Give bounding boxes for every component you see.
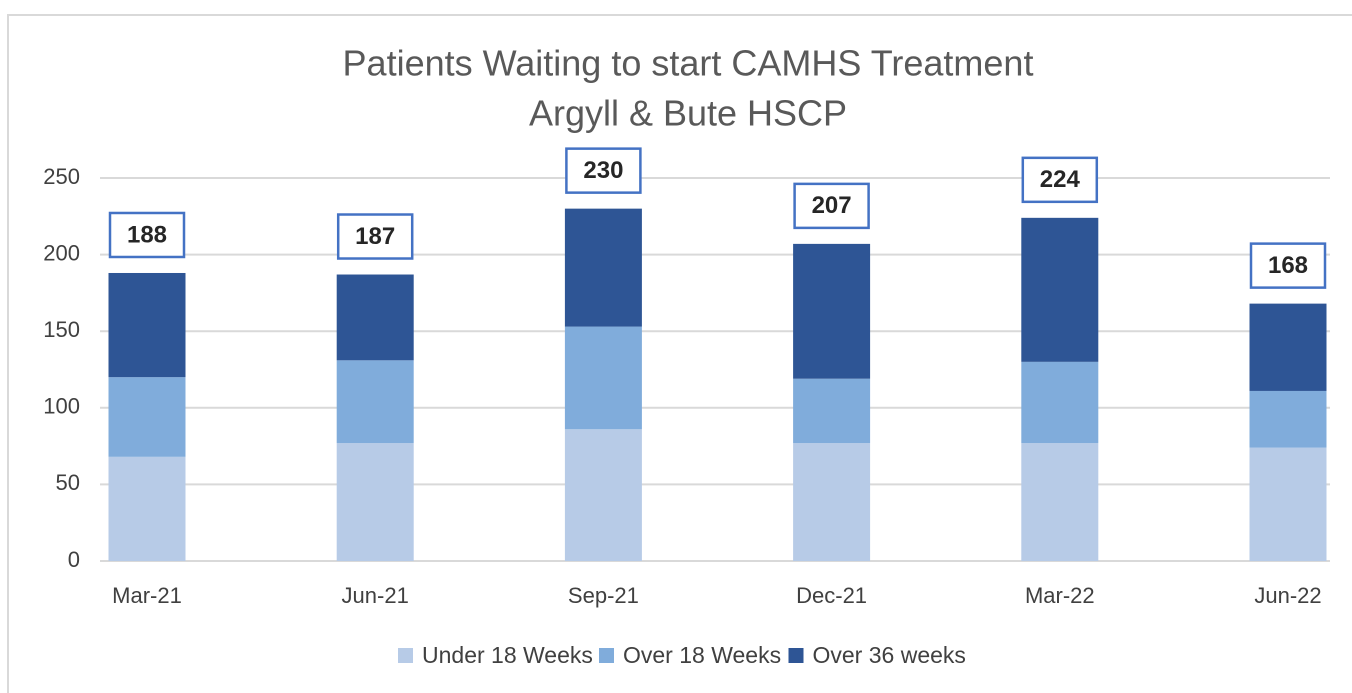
total-label: 188 xyxy=(127,221,167,248)
legend-label: Over 36 weeks xyxy=(813,642,966,668)
bar-segment xyxy=(1249,303,1327,391)
chart-border xyxy=(7,14,1352,693)
chart-subtitle: Argyll & Bute HSCP xyxy=(529,93,847,134)
bar-segment xyxy=(564,326,642,430)
x-tick-label: Dec-21 xyxy=(796,583,867,608)
x-tick-label: Jun-21 xyxy=(342,583,409,608)
bar-segment xyxy=(108,272,186,378)
legend-label: Over 18 Weeks xyxy=(623,642,781,668)
total-label-box xyxy=(565,147,642,194)
legend-label: Under 18 Weeks xyxy=(422,642,593,668)
bar-segment xyxy=(336,443,414,561)
legend-swatch xyxy=(599,648,614,663)
bar-segment xyxy=(564,208,642,327)
total-label: 187 xyxy=(355,223,395,250)
bar-segment xyxy=(793,378,871,444)
bar-segment xyxy=(1021,443,1099,561)
bar-segment xyxy=(564,429,642,561)
x-tick-label: Mar-21 xyxy=(112,583,182,608)
y-tick-label: 50 xyxy=(56,470,80,495)
bar-segment xyxy=(1249,447,1327,561)
y-tick-label: 250 xyxy=(43,164,80,189)
bar-segment xyxy=(108,456,186,561)
total-label-box xyxy=(1021,156,1099,204)
bar-segment xyxy=(1021,217,1099,362)
bar-segment xyxy=(336,360,414,444)
bar-segment xyxy=(108,377,186,457)
legend-swatch xyxy=(788,648,804,663)
y-tick-label: 0 xyxy=(68,547,80,572)
total-label-box xyxy=(1249,242,1327,289)
x-tick-label: Sep-21 xyxy=(568,583,639,608)
bar-segment xyxy=(793,243,871,379)
chart-title: Patients Waiting to start CAMHS Treatmen… xyxy=(343,43,1034,84)
y-tick-label: 100 xyxy=(43,394,80,419)
total-label-box xyxy=(793,182,870,230)
total-label: 230 xyxy=(583,157,623,184)
bar-segment xyxy=(793,443,871,561)
y-tick-label: 150 xyxy=(43,317,80,342)
bar-segment xyxy=(1249,390,1327,448)
total-label: 224 xyxy=(1040,166,1081,193)
legend-swatch xyxy=(398,648,413,663)
bar-segment xyxy=(336,274,414,361)
total-label: 207 xyxy=(812,192,852,219)
y-tick-label: 200 xyxy=(43,240,80,265)
total-label-box xyxy=(108,211,186,259)
total-label: 168 xyxy=(1268,252,1308,279)
x-tick-label: Mar-22 xyxy=(1025,583,1095,608)
bar-segment xyxy=(1021,361,1099,444)
x-tick-label: Jun-22 xyxy=(1254,583,1321,608)
total-label-box xyxy=(336,213,414,260)
